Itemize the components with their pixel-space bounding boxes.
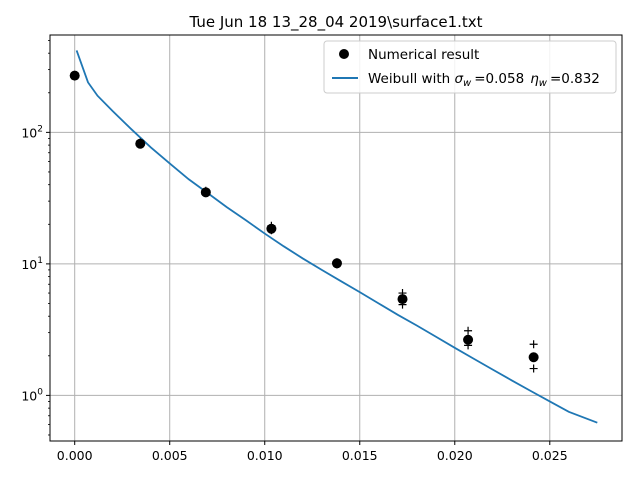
error-mark-high <box>529 340 538 349</box>
legend-box <box>323 40 617 94</box>
y-tick-label: 101 <box>21 256 43 272</box>
legend-eta-symbol: η <box>530 71 539 87</box>
legend: Numerical result Weibull with σw =0.058 ηw… <box>323 40 617 94</box>
data-point <box>266 223 277 234</box>
data-point <box>528 352 539 363</box>
legend-sigma-symbol: σ <box>454 71 463 87</box>
data-point <box>397 294 408 305</box>
x-tick-label: 0.015 <box>342 448 378 463</box>
x-tick-label: 0.025 <box>532 448 568 463</box>
data-point <box>463 334 474 345</box>
legend-marker-numerical-result <box>339 49 349 59</box>
legend-sigma-value: =0.058 <box>474 71 524 87</box>
x-tick-label: 0.005 <box>152 448 188 463</box>
plot-series <box>69 50 598 424</box>
legend-eta-value: =0.832 <box>550 71 600 87</box>
legend-weibull-prefix: Weibull with <box>368 71 454 87</box>
chart-title: Tue Jun 18 13_28_04 2019\surface1.txt <box>188 13 482 32</box>
legend-label-numerical-result: Numerical result <box>368 47 479 63</box>
y-tick-label: 102 <box>21 124 43 140</box>
x-tick-label: 0.010 <box>247 448 283 463</box>
axes: 0.000 0.005 0.010 0.015 0.020 0.025 100 101 102 <box>21 40 568 463</box>
data-point <box>69 70 80 81</box>
error-mark-low <box>529 364 538 373</box>
y-tick-label: 100 <box>21 387 43 403</box>
legend-eta-subscript: w <box>539 78 548 89</box>
x-tick-label: 0.020 <box>437 448 473 463</box>
x-tick-label: 0.000 <box>57 448 93 463</box>
grid <box>50 35 622 441</box>
data-point <box>135 138 146 149</box>
error-mark-high <box>464 326 473 335</box>
plot-frame <box>49 34 623 442</box>
legend-sigma-subscript: w <box>463 78 472 89</box>
data-point <box>331 258 342 269</box>
data-point <box>200 187 211 198</box>
legend-label-weibull: Weibull with σw =0.058 ηw =0.832 <box>368 71 600 89</box>
